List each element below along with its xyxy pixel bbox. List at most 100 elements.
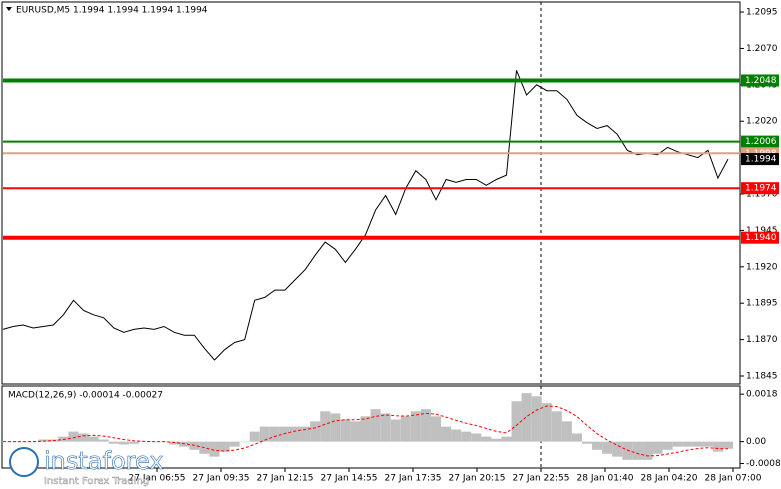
logo-mark [9, 447, 39, 477]
symbol-header: EURUSD,M5 1.1994 1.1994 1.1994 1.1994 [16, 6, 208, 16]
macd-bar [430, 416, 442, 442]
macd-bar [259, 426, 270, 442]
macd-bar [461, 431, 472, 442]
main-frame [1, 1, 741, 385]
macd-bar [511, 401, 522, 442]
x-tick-label: 27 Jan 20:15 [449, 474, 506, 484]
macd-bar [581, 441, 593, 444]
x-tick-label: 27 Jan 22:55 [513, 474, 570, 484]
macd-bar [279, 426, 290, 442]
macd-title: MACD(12,26,9) -0.00014 -0.00027 [8, 391, 163, 401]
macd-bar [340, 419, 351, 442]
macd-bar [612, 441, 623, 457]
macd-bar [501, 436, 512, 442]
macd-bar [320, 411, 331, 442]
macd-bar [662, 441, 673, 450]
macd-bar [682, 441, 693, 447]
macd-bar [571, 433, 582, 442]
macd-bar [420, 409, 431, 442]
macd-bar [702, 441, 713, 447]
x-tick-label: 28 Jan 01:40 [577, 474, 634, 484]
macd-bar [400, 416, 411, 442]
macd-bar [451, 429, 462, 442]
macd-bar [521, 393, 532, 442]
macd-bar [380, 413, 391, 442]
level-label: 1.1974 [745, 184, 777, 194]
macd-bar [128, 441, 139, 444]
macd-frame [1, 385, 741, 469]
macd-bar [390, 419, 401, 442]
current-price-box [741, 153, 779, 166]
y-tick-label: 1.1895 [746, 299, 778, 309]
macd-bar [350, 421, 361, 442]
level-label: 1.1940 [745, 233, 777, 243]
level-label-box [741, 74, 779, 87]
macd-bar [88, 436, 99, 442]
y-tick-label: 0.0018 [746, 390, 778, 400]
macd-bar [592, 441, 603, 450]
macd-bar [541, 403, 552, 442]
macd-bar [118, 441, 129, 445]
macd-bar [68, 431, 79, 442]
macd-bar [692, 441, 703, 447]
y-tick-label: 1.1920 [746, 262, 778, 272]
macd-bar [531, 396, 542, 442]
macd-bar [642, 441, 653, 460]
macd-bar [269, 426, 280, 442]
x-tick-label: 27 Jan 14:55 [321, 474, 378, 484]
price-line [2, 70, 729, 361]
macd-bar [410, 411, 421, 442]
x-tick-label: 27 Jan 09:35 [193, 474, 250, 484]
x-tick-label: 28 Jan 04:20 [641, 474, 698, 484]
y-tick-label: 1.2020 [746, 117, 778, 127]
y-tick-label: 1.1970 [746, 190, 778, 200]
macd-bar [108, 441, 119, 444]
current-price-label: 1.1994 [745, 155, 777, 165]
y-tick-label: -0.00083 [746, 459, 781, 469]
macd-bar [249, 431, 260, 442]
x-tick-label: 27 Jan 06:55 [129, 474, 186, 484]
x-tick-label: 27 Jan 12:15 [257, 474, 314, 484]
level-label-box [741, 135, 779, 148]
macd-bar [330, 413, 341, 442]
plot: 1.20951.20701.20451.20201.19701.19451.19… [0, 8, 781, 484]
macd-bar [441, 426, 452, 442]
y-tick-label: 1.1845 [746, 371, 778, 381]
macd-bar [561, 421, 572, 442]
macd-bar [722, 441, 734, 449]
signal-line [3, 405, 729, 457]
macd-bar [481, 436, 492, 442]
macd-bar [169, 441, 180, 445]
logo: instaforex Instant Forex Trading [9, 447, 164, 487]
macd-bar [239, 441, 250, 443]
macd-bar [632, 441, 643, 460]
macd-bar [370, 409, 381, 442]
y-tick-label: 1.1945 [746, 226, 778, 236]
y-tick-label: 0.00 [746, 437, 766, 447]
x-tick-label: 27 Jan 17:35 [385, 474, 442, 484]
logo-tagline: Instant Forex Trading [44, 476, 149, 487]
header-arrow [6, 7, 12, 11]
macd-bar [229, 441, 240, 447]
y-tick-label: 1.2095 [746, 8, 778, 18]
macd-bar [622, 441, 633, 460]
macd-bar [78, 433, 89, 442]
y-tick-label: 1.2070 [746, 44, 778, 54]
macd-bar [98, 439, 109, 442]
macd-bar [300, 426, 311, 442]
y-tick-label: 1.1870 [746, 335, 778, 345]
macd-bar [289, 426, 301, 442]
macd-bar [219, 441, 230, 452]
macd-bar [712, 441, 723, 452]
level-label-box [741, 231, 779, 244]
macd-bar [471, 433, 482, 442]
macd-bar [360, 416, 371, 442]
level-label: 1.2006 [745, 137, 777, 147]
macd-bar [602, 441, 613, 454]
macd-bar [491, 438, 502, 442]
level-label: 1.2048 [745, 76, 777, 86]
logo-brand: instaforex [44, 447, 164, 475]
macd-bar [551, 411, 562, 442]
macd-bar [672, 441, 683, 447]
